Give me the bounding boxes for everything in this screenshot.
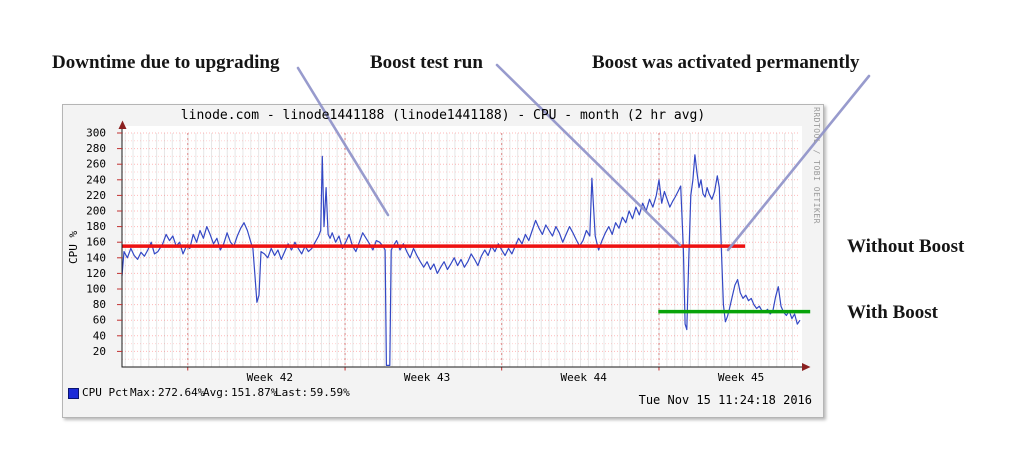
label-with-boost: With Boost [847,302,938,323]
annotation-downtime: Downtime due to upgrading [52,52,280,73]
annotation-boost-permanent: Boost was activated permanently [592,52,860,73]
label-without-boost: Without Boost [847,236,965,257]
annotation-boost-test-run: Boost test run [370,52,483,73]
rrd-graph-panel [62,104,824,418]
